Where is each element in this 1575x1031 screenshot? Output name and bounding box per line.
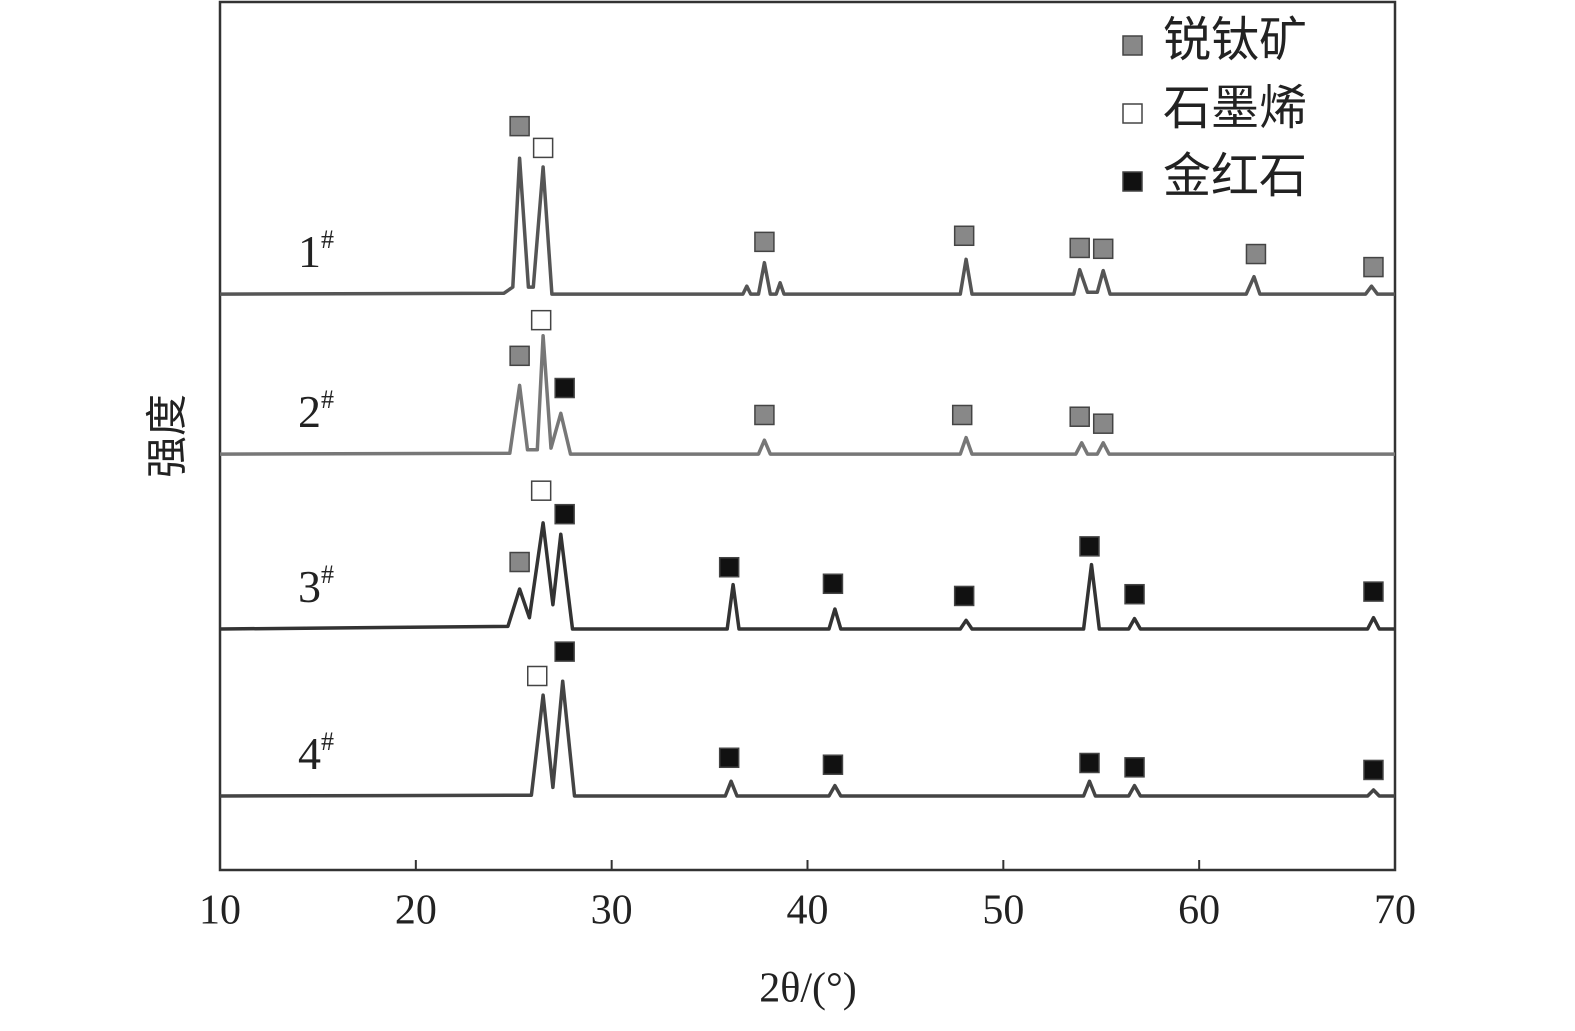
legend-label: 金红石	[1163, 150, 1307, 203]
phase-marker	[951, 404, 973, 426]
phase-marker	[1069, 237, 1090, 259]
sample-label: 1#	[298, 225, 334, 277]
phase-marker	[554, 377, 575, 399]
xrd-pattern	[219, 334, 1395, 456]
xrd-pattern	[219, 521, 1395, 631]
phase-marker	[1069, 406, 1090, 427]
phase-marker	[953, 225, 975, 247]
phase-marker	[1079, 536, 1100, 557]
legend-label: 石墨烯	[1163, 82, 1307, 135]
phase-marker	[532, 137, 554, 159]
phase-marker	[527, 665, 548, 687]
phase-marker	[754, 231, 775, 253]
y-axis-label: 强度	[146, 394, 192, 478]
legend-label: 锐钛矿	[1163, 14, 1307, 67]
phase-marker	[1079, 752, 1100, 774]
phase-marker	[509, 345, 530, 367]
phase-marker	[1363, 256, 1384, 278]
phase-marker	[554, 503, 575, 525]
x-tick-label: 30	[591, 888, 633, 934]
xrd-pattern	[219, 156, 1395, 296]
phase-marker	[1363, 759, 1384, 781]
phase-marker	[822, 573, 844, 595]
x-tick-label: 60	[1178, 888, 1220, 934]
phase-marker	[822, 754, 844, 775]
phase-marker	[554, 641, 575, 662]
legend-marker	[1122, 35, 1143, 56]
legend-marker	[1122, 103, 1143, 124]
phase-marker	[754, 404, 775, 426]
x-tick-label: 70	[1374, 888, 1416, 934]
sample-label: 3#	[298, 560, 334, 612]
phase-marker	[509, 115, 530, 137]
phase-marker	[1245, 243, 1267, 265]
phase-marker	[1363, 581, 1384, 602]
phase-marker	[530, 480, 552, 501]
phase-marker	[1092, 413, 1114, 434]
phase-marker	[718, 747, 740, 769]
x-tick-label: 20	[395, 888, 437, 934]
phase-marker	[1124, 583, 1145, 605]
x-tick-label: 50	[982, 888, 1024, 934]
x-tick-label: 10	[199, 888, 241, 934]
phase-marker	[953, 585, 975, 607]
sample-label: 4#	[298, 727, 334, 779]
phase-marker	[530, 309, 552, 331]
x-axis-label: 2θ/(°)	[759, 966, 857, 1012]
phase-marker	[1124, 757, 1145, 778]
x-tick-label: 40	[787, 888, 829, 934]
legend-marker	[1122, 171, 1143, 192]
xrd-pattern	[219, 679, 1395, 798]
sample-label: 2#	[298, 385, 334, 437]
phase-marker	[1092, 238, 1114, 260]
phase-marker	[718, 556, 740, 578]
phase-marker	[509, 551, 530, 573]
